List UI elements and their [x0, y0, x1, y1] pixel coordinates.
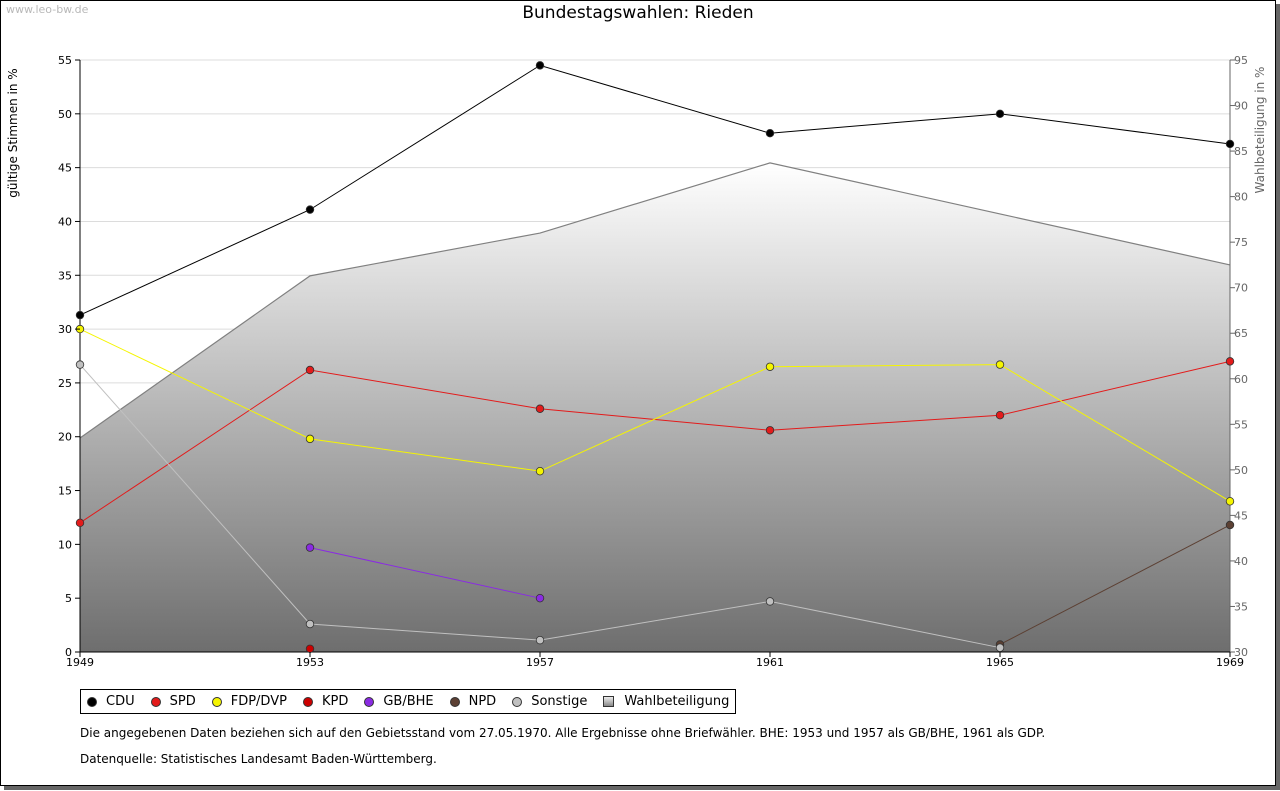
point-spd-1957 — [535, 404, 545, 413]
legend-label-cdu: CDU — [106, 694, 135, 709]
point-sonstige-1953 — [305, 619, 315, 629]
point-spd-1953 — [305, 365, 315, 375]
legend-label-npd: NPD — [468, 694, 497, 709]
tick-label-right-45: 45 — [1234, 509, 1248, 522]
tick-label-right-30: 30 — [1234, 646, 1248, 659]
point-cdu-1957 — [535, 61, 545, 70]
legend-marker-kpd — [302, 696, 313, 707]
legend-marker-cdu — [87, 696, 97, 707]
legend-marker-npd — [449, 696, 460, 707]
legend-item-kpd: KPD — [302, 694, 349, 709]
series-line-cdu — [79, 64, 1231, 316]
legend-label-gbbhe: GB/BHE — [383, 694, 434, 709]
legend-label-kpd: KPD — [321, 694, 349, 709]
legend-label-wahlbeteiligung: Wahlbeteiligung — [624, 694, 730, 709]
tick-label-left-0: 0 — [65, 646, 72, 659]
point-sonstige-1949 — [75, 360, 85, 369]
legend-label-sonstige: Sonstige — [531, 694, 588, 709]
tick-label-right-55: 55 — [1234, 418, 1248, 431]
tick-label-right-80: 80 — [1234, 191, 1248, 204]
point-npd-1969 — [1225, 520, 1235, 530]
point-fdp-dvp-1961 — [765, 362, 775, 371]
point-sonstige-1961 — [765, 597, 775, 606]
tick-label-x-1957: 1957 — [526, 656, 554, 669]
point-fdp-dvp-1953 — [305, 434, 315, 444]
tick-label-x-1961: 1961 — [756, 656, 784, 669]
legend-label-fdp: FDP/DVP — [230, 694, 287, 709]
legend-marker-fdp — [211, 696, 222, 707]
legend-label-spd: SPD — [169, 694, 196, 709]
point-gb-bhe-1953 — [305, 543, 315, 552]
chart-title: Bundestagswahlen: Rieden — [522, 3, 754, 23]
legend-marker-wahlbeteiligung — [603, 696, 615, 707]
tick-label-right-85: 85 — [1234, 145, 1248, 158]
tick-label-right-60: 60 — [1234, 373, 1248, 386]
tick-label-x-1949: 1949 — [66, 656, 94, 669]
tick-label-left-10: 10 — [58, 538, 72, 551]
note-datenquelle: Datenquelle: Statistisches Landesamt Bad… — [80, 752, 437, 766]
point-spd-1965 — [995, 411, 1005, 420]
series-line-fdp-dvp — [79, 328, 1231, 502]
tick-label-left-55: 55 — [58, 54, 72, 67]
point-cdu-1949 — [75, 310, 85, 320]
tick-label-right-40: 40 — [1234, 555, 1248, 568]
tick-label-right-95: 95 — [1234, 54, 1248, 67]
point-sonstige-1957 — [535, 635, 545, 645]
point-spd-1969 — [1225, 357, 1235, 366]
tick-label-right-35: 35 — [1234, 600, 1248, 613]
point-spd-1949 — [75, 518, 85, 528]
tick-label-x-1969: 1969 — [1216, 656, 1244, 669]
legend-item-fdp: FDP/DVP — [211, 694, 287, 709]
legend-item-spd: SPD — [150, 694, 196, 709]
legend-item-wahlbeteiligung: Wahlbeteiligung — [603, 694, 729, 709]
tick-label-left-5: 5 — [65, 592, 72, 605]
tick-label-right-90: 90 — [1234, 100, 1248, 113]
tick-label-right-75: 75 — [1234, 236, 1248, 249]
legend: CDU SPD FDP/DVP KPD GB/BHE NPD Sonstige … — [80, 689, 737, 714]
tick-label-left-45: 45 — [58, 162, 72, 175]
tick-label-x-1965: 1965 — [986, 656, 1014, 669]
turnout-line — [79, 162, 1231, 439]
series-line-npd — [999, 524, 1231, 645]
tick-label-right-70: 70 — [1234, 282, 1248, 295]
legend-item-npd: NPD — [449, 694, 497, 709]
legend-item-cdu: CDU — [87, 694, 135, 709]
point-spd-1961 — [765, 426, 775, 435]
tick-label-left-50: 50 — [58, 108, 72, 121]
legend-marker-sonstige — [512, 696, 523, 707]
point-fdp-dvp-1965 — [995, 360, 1005, 369]
tick-label-left-25: 25 — [58, 377, 72, 390]
point-fdp-dvp-1957 — [535, 466, 545, 476]
point-cdu-1961 — [765, 128, 775, 138]
point-cdu-1969 — [1225, 139, 1235, 149]
tick-label-left-15: 15 — [58, 485, 72, 498]
note-gebietsstand: Die angegebenen Daten beziehen sich auf … — [80, 726, 1046, 740]
tick-label-left-20: 20 — [58, 431, 72, 444]
point-sonstige-1965 — [995, 643, 1005, 652]
point-gb-bhe-1957 — [535, 593, 545, 603]
tick-label-right-50: 50 — [1234, 464, 1248, 477]
point-kpd-1953 — [305, 644, 315, 653]
tick-label-left-40: 40 — [58, 215, 72, 228]
tick-label-x-1953: 1953 — [296, 656, 324, 669]
legend-marker-spd — [150, 696, 161, 707]
watermark: www.leo-bw.de — [6, 3, 89, 16]
legend-item-sonstige: Sonstige — [512, 694, 587, 709]
point-cdu-1953 — [305, 205, 315, 214]
legend-item-gbbhe: GB/BHE — [364, 694, 434, 709]
series-line-gb-bhe — [309, 547, 541, 599]
tick-label-left-35: 35 — [58, 269, 72, 282]
turnout-area — [80, 162, 1230, 652]
legend-marker-gbbhe — [364, 696, 375, 707]
tick-label-right-65: 65 — [1234, 327, 1248, 340]
point-cdu-1965 — [995, 109, 1005, 119]
tick-label-left-30: 30 — [58, 323, 72, 336]
point-fdp-dvp-1969 — [1225, 497, 1235, 506]
